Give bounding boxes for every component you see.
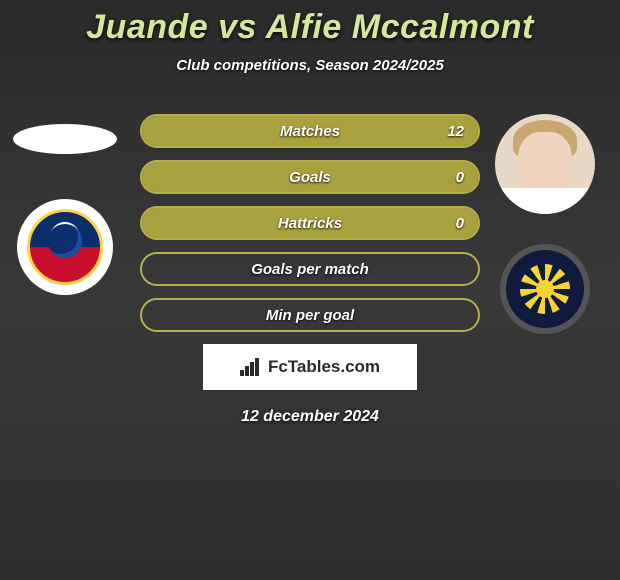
club-badge-left <box>17 199 113 295</box>
stat-bar-hattricks: Hattricks 0 <box>140 206 480 240</box>
player-avatar-right <box>495 114 595 214</box>
stats-bars: Matches 12 Goals 0 Hattricks 0 Goals per… <box>140 114 480 332</box>
adelaide-united-crest-icon <box>17 199 113 295</box>
stat-bar-matches: Matches 12 <box>140 114 480 148</box>
right-player-column <box>490 114 600 334</box>
page-title: Juande vs Alfie Mccalmont <box>0 0 620 47</box>
stat-bar-goals-per-match: Goals per match <box>140 252 480 286</box>
stat-value: 12 <box>447 116 464 146</box>
subtitle: Club competitions, Season 2024/2025 <box>0 57 620 74</box>
stat-label: Hattricks <box>142 208 478 238</box>
central-coast-mariners-crest-icon <box>500 244 590 334</box>
player-avatar-left <box>13 124 117 154</box>
stat-value: 0 <box>456 208 464 238</box>
stat-bar-min-per-goal: Min per goal <box>140 298 480 332</box>
brand-logo: FcTables.com <box>203 344 417 390</box>
left-player-column <box>10 114 120 295</box>
comparison-area: Matches 12 Goals 0 Hattricks 0 Goals per… <box>0 114 620 426</box>
stat-label: Matches <box>142 116 478 146</box>
stat-label: Goals <box>142 162 478 192</box>
stat-bar-goals: Goals 0 <box>140 160 480 194</box>
stat-label: Min per goal <box>142 300 478 330</box>
stat-value: 0 <box>456 162 464 192</box>
bar-chart-icon <box>240 358 262 376</box>
date-text: 12 december 2024 <box>0 408 620 426</box>
stat-label: Goals per match <box>142 254 478 284</box>
brand-text: FcTables.com <box>268 357 380 377</box>
